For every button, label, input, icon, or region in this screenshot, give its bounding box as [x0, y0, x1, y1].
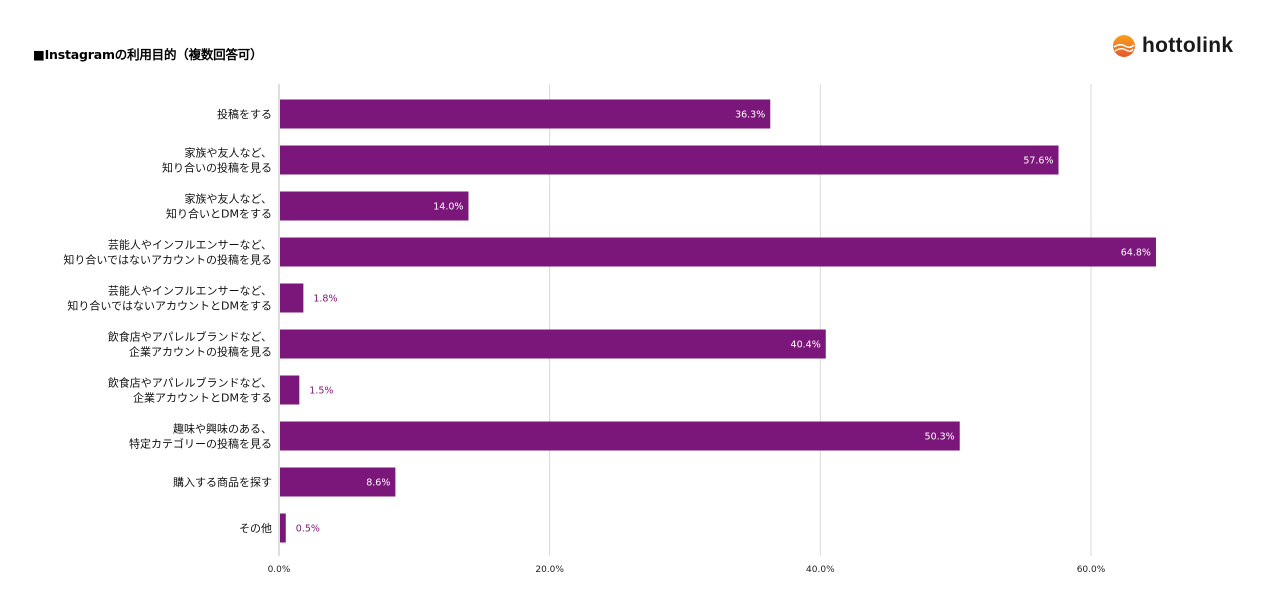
data-label: 57.6% — [1023, 156, 1053, 167]
data-label: 8.6% — [366, 478, 390, 489]
data-label: 1.5% — [309, 386, 333, 397]
category-label: 飲食店やアパレルブランドなど、企業アカウントの投稿を見る — [108, 330, 272, 359]
category-label: 芸能人やインフルエンサーなど、知り合いではないアカウントの投稿を見る — [63, 238, 272, 267]
category-label: 購入する商品を探す — [173, 475, 272, 489]
bar — [280, 145, 1059, 175]
bar — [280, 329, 826, 359]
category-label: 芸能人やインフルエンサーなど、知り合いではないアカウントとDMをする — [67, 284, 272, 313]
brand-logo: hottolink — [1112, 34, 1233, 58]
data-label: 50.3% — [925, 432, 955, 443]
category-label: 飲食店やアパレルブランドなど、企業アカウントとDMをする — [108, 376, 272, 405]
data-label: 1.8% — [313, 294, 337, 305]
category-label: 家族や友人など、知り合いの投稿を見る — [162, 146, 272, 175]
x-tick-label: 40.0% — [806, 565, 835, 575]
bar — [280, 421, 960, 451]
category-label: 家族や友人など、知り合いとDMをする — [166, 192, 272, 221]
x-tick-label: 0.0% — [268, 565, 291, 575]
bar — [280, 237, 1156, 267]
hottolink-logo-icon — [1113, 35, 1135, 57]
data-label: 14.0% — [433, 202, 463, 213]
category-label: その他 — [239, 522, 272, 535]
data-label: 40.4% — [791, 340, 821, 351]
bar — [280, 513, 286, 543]
category-label: 趣味や興味のある、特定カテゴリーの投稿を見る — [129, 422, 272, 451]
x-tick-label: 20.0% — [535, 565, 564, 575]
category-label: 投稿をする — [217, 107, 272, 121]
data-label: 36.3% — [735, 110, 765, 121]
bar — [280, 283, 304, 313]
bar — [280, 467, 396, 497]
data-label: 64.8% — [1121, 248, 1151, 259]
logo-text: hottolink — [1142, 34, 1234, 57]
bar — [280, 99, 771, 129]
data-label: 0.5% — [296, 524, 320, 535]
chart-title: ■Instagramの利用目的（複数回答可） — [33, 47, 263, 62]
bar — [280, 375, 300, 405]
bar — [280, 191, 469, 221]
x-tick-label: 60.0% — [1077, 565, 1106, 575]
